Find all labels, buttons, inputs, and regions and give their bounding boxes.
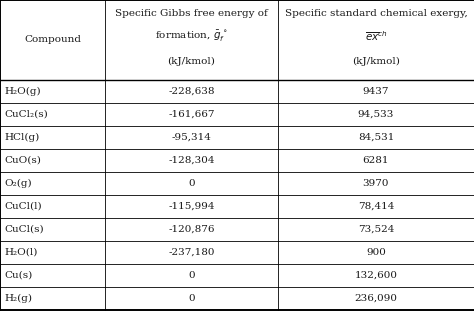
Text: CuO(s): CuO(s) — [4, 156, 41, 165]
Text: H₂(g): H₂(g) — [4, 294, 32, 303]
Text: 6281: 6281 — [363, 156, 389, 165]
Text: -128,304: -128,304 — [168, 156, 215, 165]
Text: -95,314: -95,314 — [172, 133, 211, 142]
Text: 236,090: 236,090 — [355, 294, 398, 303]
Text: CuCl(s): CuCl(s) — [4, 225, 44, 234]
Text: Specific Gibbs free energy of: Specific Gibbs free energy of — [115, 8, 268, 18]
Text: 73,524: 73,524 — [358, 225, 394, 234]
Text: CuCl₂(s): CuCl₂(s) — [4, 110, 48, 119]
Text: -237,180: -237,180 — [168, 248, 215, 257]
Text: CuCl(l): CuCl(l) — [4, 202, 42, 211]
Text: -115,994: -115,994 — [168, 202, 215, 211]
Text: 900: 900 — [366, 248, 386, 257]
Text: 78,414: 78,414 — [358, 202, 394, 211]
Text: 3970: 3970 — [363, 179, 389, 188]
Text: 132,600: 132,600 — [355, 271, 398, 280]
Text: -161,667: -161,667 — [168, 110, 215, 119]
Text: formation, $\bar{g}_f^{\,\circ}$: formation, $\bar{g}_f^{\,\circ}$ — [155, 28, 228, 44]
Text: H₂O(g): H₂O(g) — [4, 87, 41, 96]
Text: (kJ/kmol): (kJ/kmol) — [352, 56, 400, 65]
Text: 9437: 9437 — [363, 87, 389, 96]
Text: HCl(g): HCl(g) — [4, 133, 39, 142]
Text: Specific standard chemical exergy,: Specific standard chemical exergy, — [284, 8, 467, 18]
Text: 0: 0 — [188, 179, 195, 188]
Text: Compound: Compound — [24, 35, 81, 44]
Text: O₂(g): O₂(g) — [4, 179, 32, 188]
Text: 0: 0 — [188, 294, 195, 303]
Text: H₂O(l): H₂O(l) — [4, 248, 37, 257]
Text: Cu(s): Cu(s) — [4, 271, 32, 280]
Text: $\overline{ex}^{ch}$: $\overline{ex}^{ch}$ — [365, 29, 387, 43]
Text: 84,531: 84,531 — [358, 133, 394, 142]
Text: 94,533: 94,533 — [358, 110, 394, 119]
Text: -120,876: -120,876 — [168, 225, 215, 234]
Text: 0: 0 — [188, 271, 195, 280]
Text: -228,638: -228,638 — [168, 87, 215, 96]
Text: (kJ/kmol): (kJ/kmol) — [168, 56, 216, 65]
